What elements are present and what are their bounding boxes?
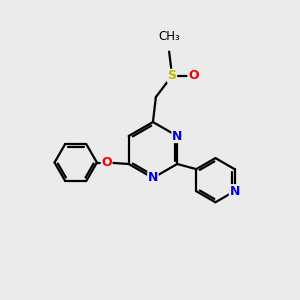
Text: O: O xyxy=(101,156,112,169)
Text: N: N xyxy=(230,185,240,198)
Text: N: N xyxy=(148,172,158,184)
Text: CH₃: CH₃ xyxy=(158,30,180,44)
Text: S: S xyxy=(168,69,177,82)
Text: O: O xyxy=(188,69,199,82)
Text: N: N xyxy=(172,130,182,142)
